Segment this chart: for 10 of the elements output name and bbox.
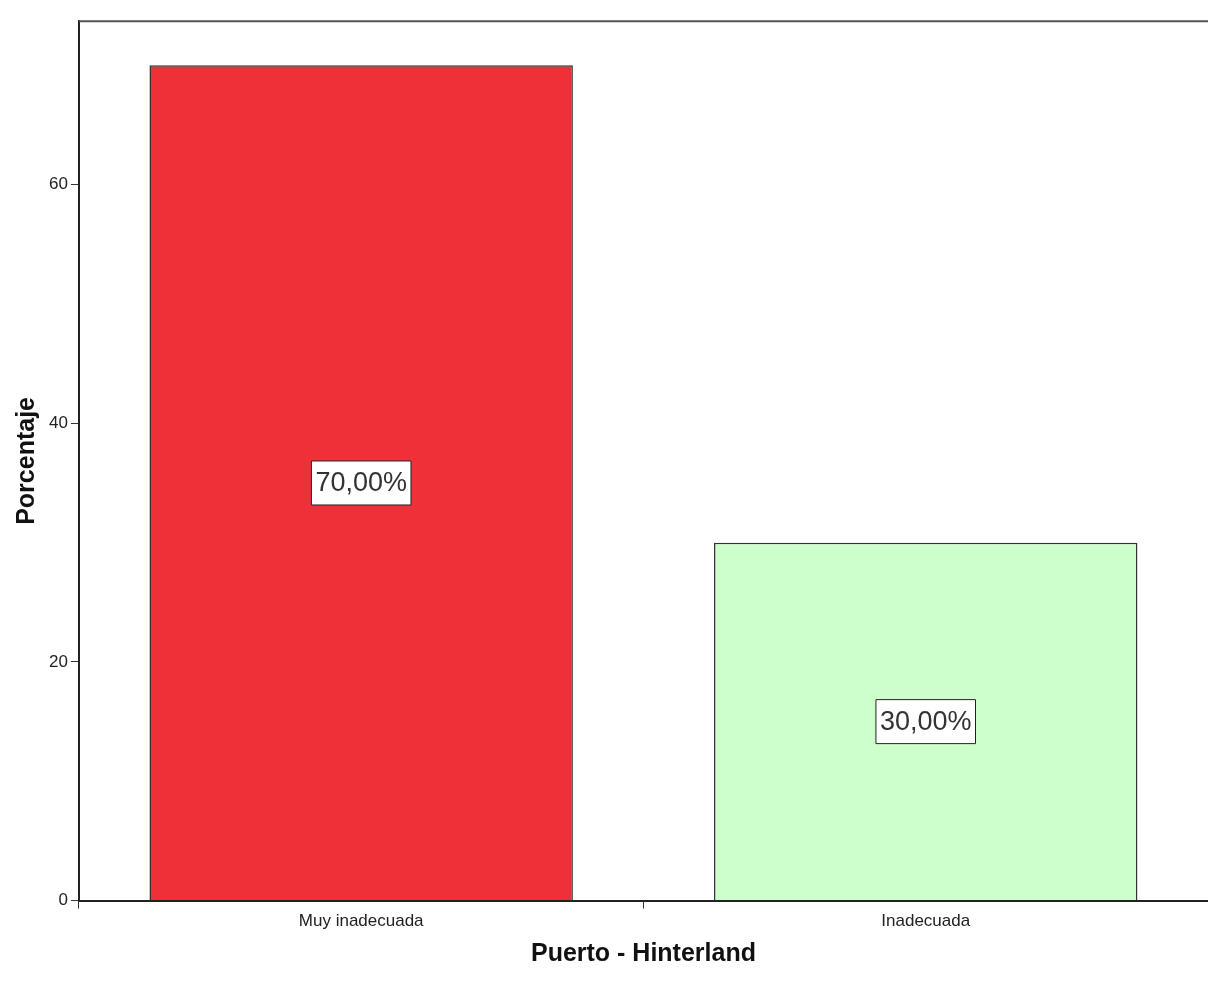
x-tick-label: Muy inadecuada	[298, 911, 425, 931]
y-tick-label: 0	[58, 890, 68, 910]
data-label: 30,00%	[879, 706, 972, 737]
y-tick-label: 60	[48, 174, 68, 194]
y-tick-label: 20	[48, 651, 68, 671]
y-tick-label: 40	[48, 413, 68, 432]
x-tick-label: Inadecuada	[881, 911, 971, 931]
data-label: 70,00%	[315, 467, 407, 498]
x-axis-title: Puerto - Hinterland	[530, 937, 756, 966]
y-axis-title: Porcentaje	[10, 396, 39, 525]
